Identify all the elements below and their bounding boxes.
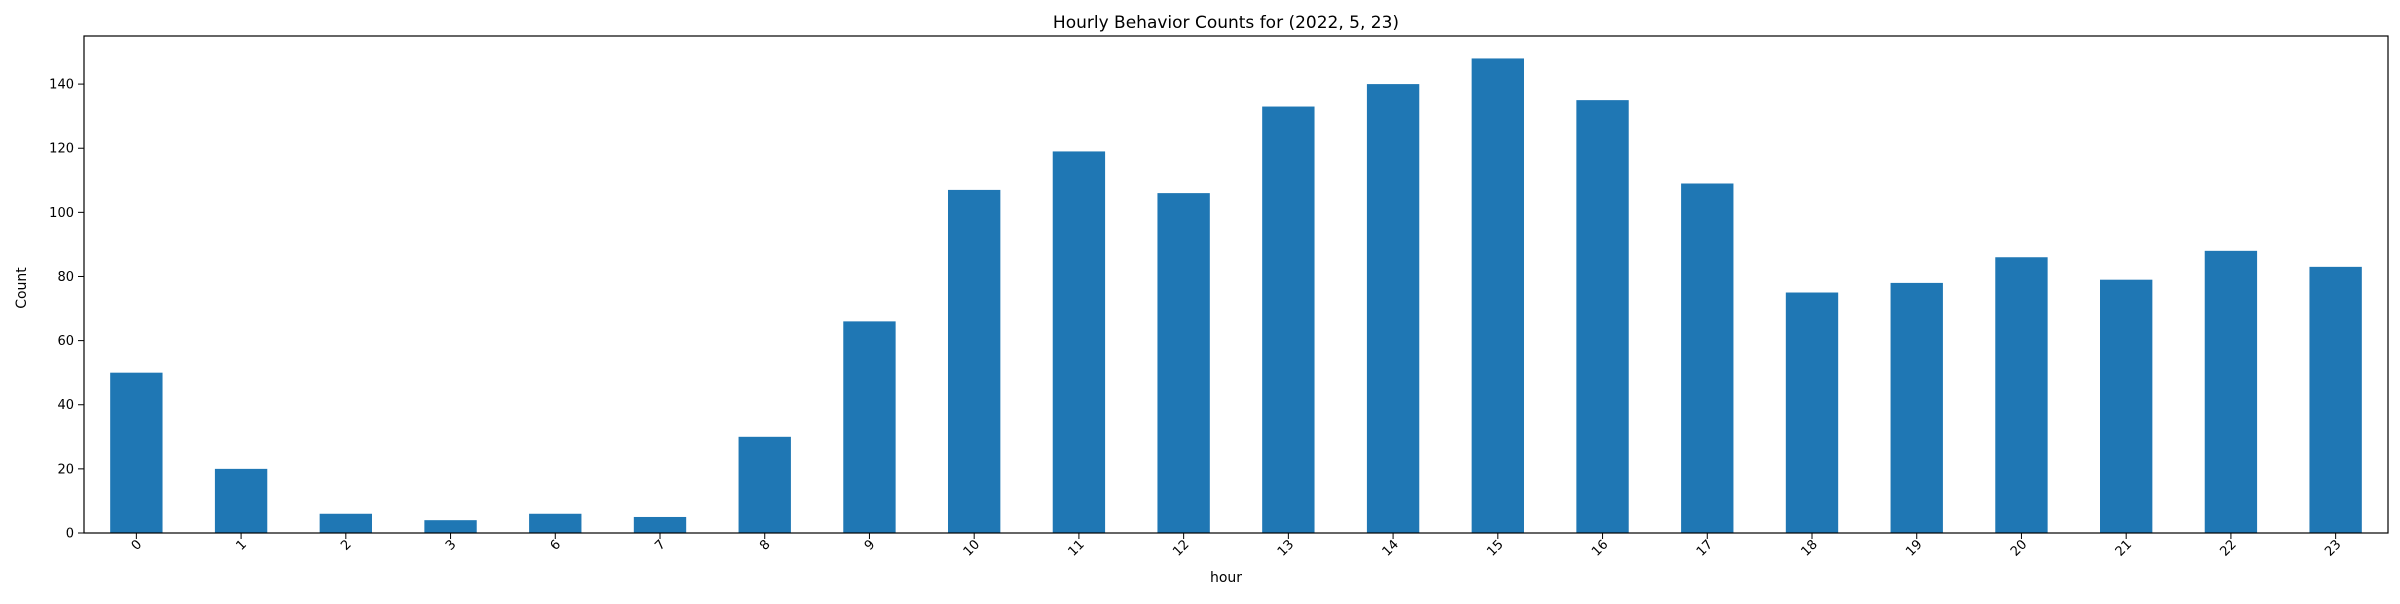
x-tick-label: 3 <box>443 537 459 553</box>
x-tick-label: 1 <box>233 537 249 553</box>
y-tick-label: 100 <box>49 206 74 221</box>
x-tick-label: 18 <box>1799 537 1821 559</box>
x-tick-label: 23 <box>2322 537 2344 559</box>
bar-hour-18 <box>1785 292 1839 533</box>
x-tick-label: 17 <box>1694 537 1716 559</box>
bar-hour-15 <box>1471 58 1524 533</box>
bar-hour-11 <box>1052 151 1106 533</box>
x-tick-label: 12 <box>1170 537 1192 559</box>
bar-hour-16 <box>1576 100 1629 533</box>
bar-hour-10 <box>948 189 1001 533</box>
bar-hour-3 <box>424 520 477 533</box>
x-tick-label: 20 <box>2008 537 2030 559</box>
bar-hour-6 <box>529 513 582 533</box>
bar-hour-12 <box>1157 193 1210 533</box>
bar-hour-21 <box>2100 279 2153 533</box>
axes-frame <box>83 35 2389 534</box>
x-tick-label: 21 <box>2113 537 2135 559</box>
x-tick-label: 0 <box>129 537 145 553</box>
x-tick-label: 10 <box>961 537 983 559</box>
bar-hour-17 <box>1681 183 1734 533</box>
bar-hour-2 <box>319 513 372 533</box>
bar-hour-20 <box>1995 257 2048 533</box>
x-tick-label: 8 <box>757 537 773 553</box>
y-tick-label: 120 <box>49 142 74 157</box>
bar-hour-19 <box>1890 282 1943 533</box>
y-tick-label: 80 <box>57 270 74 285</box>
y-tick-label: 20 <box>57 462 74 477</box>
y-tick-label: 140 <box>49 78 74 93</box>
y-axis-label: Count <box>14 267 30 309</box>
bar-hour-9 <box>843 321 896 533</box>
x-tick-label: 19 <box>1903 537 1925 559</box>
bar-hour-1 <box>214 468 268 533</box>
x-tick-label: 11 <box>1065 537 1087 559</box>
x-tick-label: 13 <box>1275 537 1297 559</box>
x-tick-label: 7 <box>652 537 668 553</box>
x-tick-label: 9 <box>862 537 878 553</box>
x-axis-label: hour <box>1210 570 1242 586</box>
x-tick-label: 16 <box>1589 537 1611 559</box>
bar-hour-13 <box>1262 106 1315 533</box>
x-tick-label: 22 <box>2217 537 2239 559</box>
x-tick-label: 15 <box>1484 537 1506 559</box>
bar-hour-7 <box>633 516 687 533</box>
y-tick-label: 60 <box>57 334 74 349</box>
bar-hour-8 <box>738 436 791 533</box>
x-tick-label: 2 <box>338 537 354 553</box>
bar-hour-0 <box>110 372 163 533</box>
y-tick-label: 0 <box>66 527 74 542</box>
chart-title: Hourly Behavior Counts for (2022, 5, 23) <box>1053 13 1399 33</box>
x-tick-label: 6 <box>548 537 564 553</box>
bar-hour-22 <box>2204 250 2258 533</box>
x-tick-label: 14 <box>1380 537 1402 559</box>
bar-hour-23 <box>2309 266 2362 533</box>
bar-hour-14 <box>1366 84 1420 533</box>
y-tick-label: 40 <box>57 398 74 413</box>
